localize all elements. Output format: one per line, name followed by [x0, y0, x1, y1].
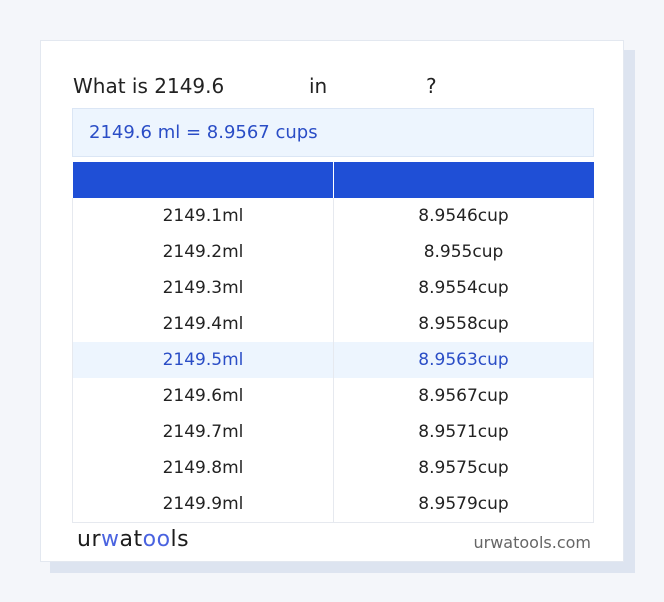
table-row: 2149.9ml 8.9579cup	[72, 486, 594, 523]
converter-card: What is 2149.6 in ? 2149.6 ml = 8.9567 c…	[40, 40, 624, 562]
conversion-table: 2149.1ml 8.9546cup 2149.2ml 8.955cup 2149.3m…	[72, 162, 594, 523]
cell-ml: 2149.2ml	[72, 234, 334, 270]
cell-cup: 8.955cup	[333, 234, 594, 270]
title-middle: in	[309, 74, 328, 98]
cell-cup: 8.9558cup	[333, 306, 594, 342]
cell-ml: 2149.5ml	[72, 342, 334, 378]
cell-cup: 8.9554cup	[333, 270, 594, 306]
table-row: 2149.6ml 8.9567cup	[72, 378, 594, 414]
conversion-result: 2149.6 ml = 8.9567 cups	[72, 108, 594, 157]
cell-cup: 8.9571cup	[333, 414, 594, 450]
table-row: 2149.7ml 8.9571cup	[72, 414, 594, 450]
table-row: 2149.5ml 8.9563cup	[72, 342, 594, 378]
cell-cup: 8.9563cup	[333, 342, 594, 378]
cell-ml: 2149.1ml	[72, 198, 334, 234]
cell-cup: 8.9567cup	[333, 378, 594, 414]
cell-ml: 2149.8ml	[72, 450, 334, 486]
header-from	[72, 162, 334, 198]
cell-ml: 2149.4ml	[72, 306, 334, 342]
table-row: 2149.2ml 8.955cup	[72, 234, 594, 270]
table-header	[72, 162, 594, 198]
page-title: What is 2149.6 in ?	[73, 74, 437, 194]
table-row: 2149.3ml 8.9554cup	[72, 270, 594, 306]
cell-cup: 8.9546cup	[333, 198, 594, 234]
cell-ml: 2149.7ml	[72, 414, 334, 450]
cell-ml: 2149.9ml	[72, 486, 334, 523]
cell-cup: 8.9579cup	[333, 486, 594, 523]
urwatools-logo[interactable]: urwatools	[77, 527, 190, 552]
cell-cup: 8.9575cup	[333, 450, 594, 486]
table-row: 2149.4ml 8.9558cup	[72, 306, 594, 342]
header-to	[333, 162, 594, 198]
title-suffix: ?	[426, 74, 437, 98]
table-row: 2149.1ml 8.9546cup	[72, 198, 594, 234]
site-link[interactable]: urwatools.com	[473, 533, 592, 552]
cell-ml: 2149.6ml	[72, 378, 334, 414]
title-prefix: What is 2149.6	[73, 74, 225, 98]
cell-ml: 2149.3ml	[72, 270, 334, 306]
table-row: 2149.8ml 8.9575cup	[72, 450, 594, 486]
